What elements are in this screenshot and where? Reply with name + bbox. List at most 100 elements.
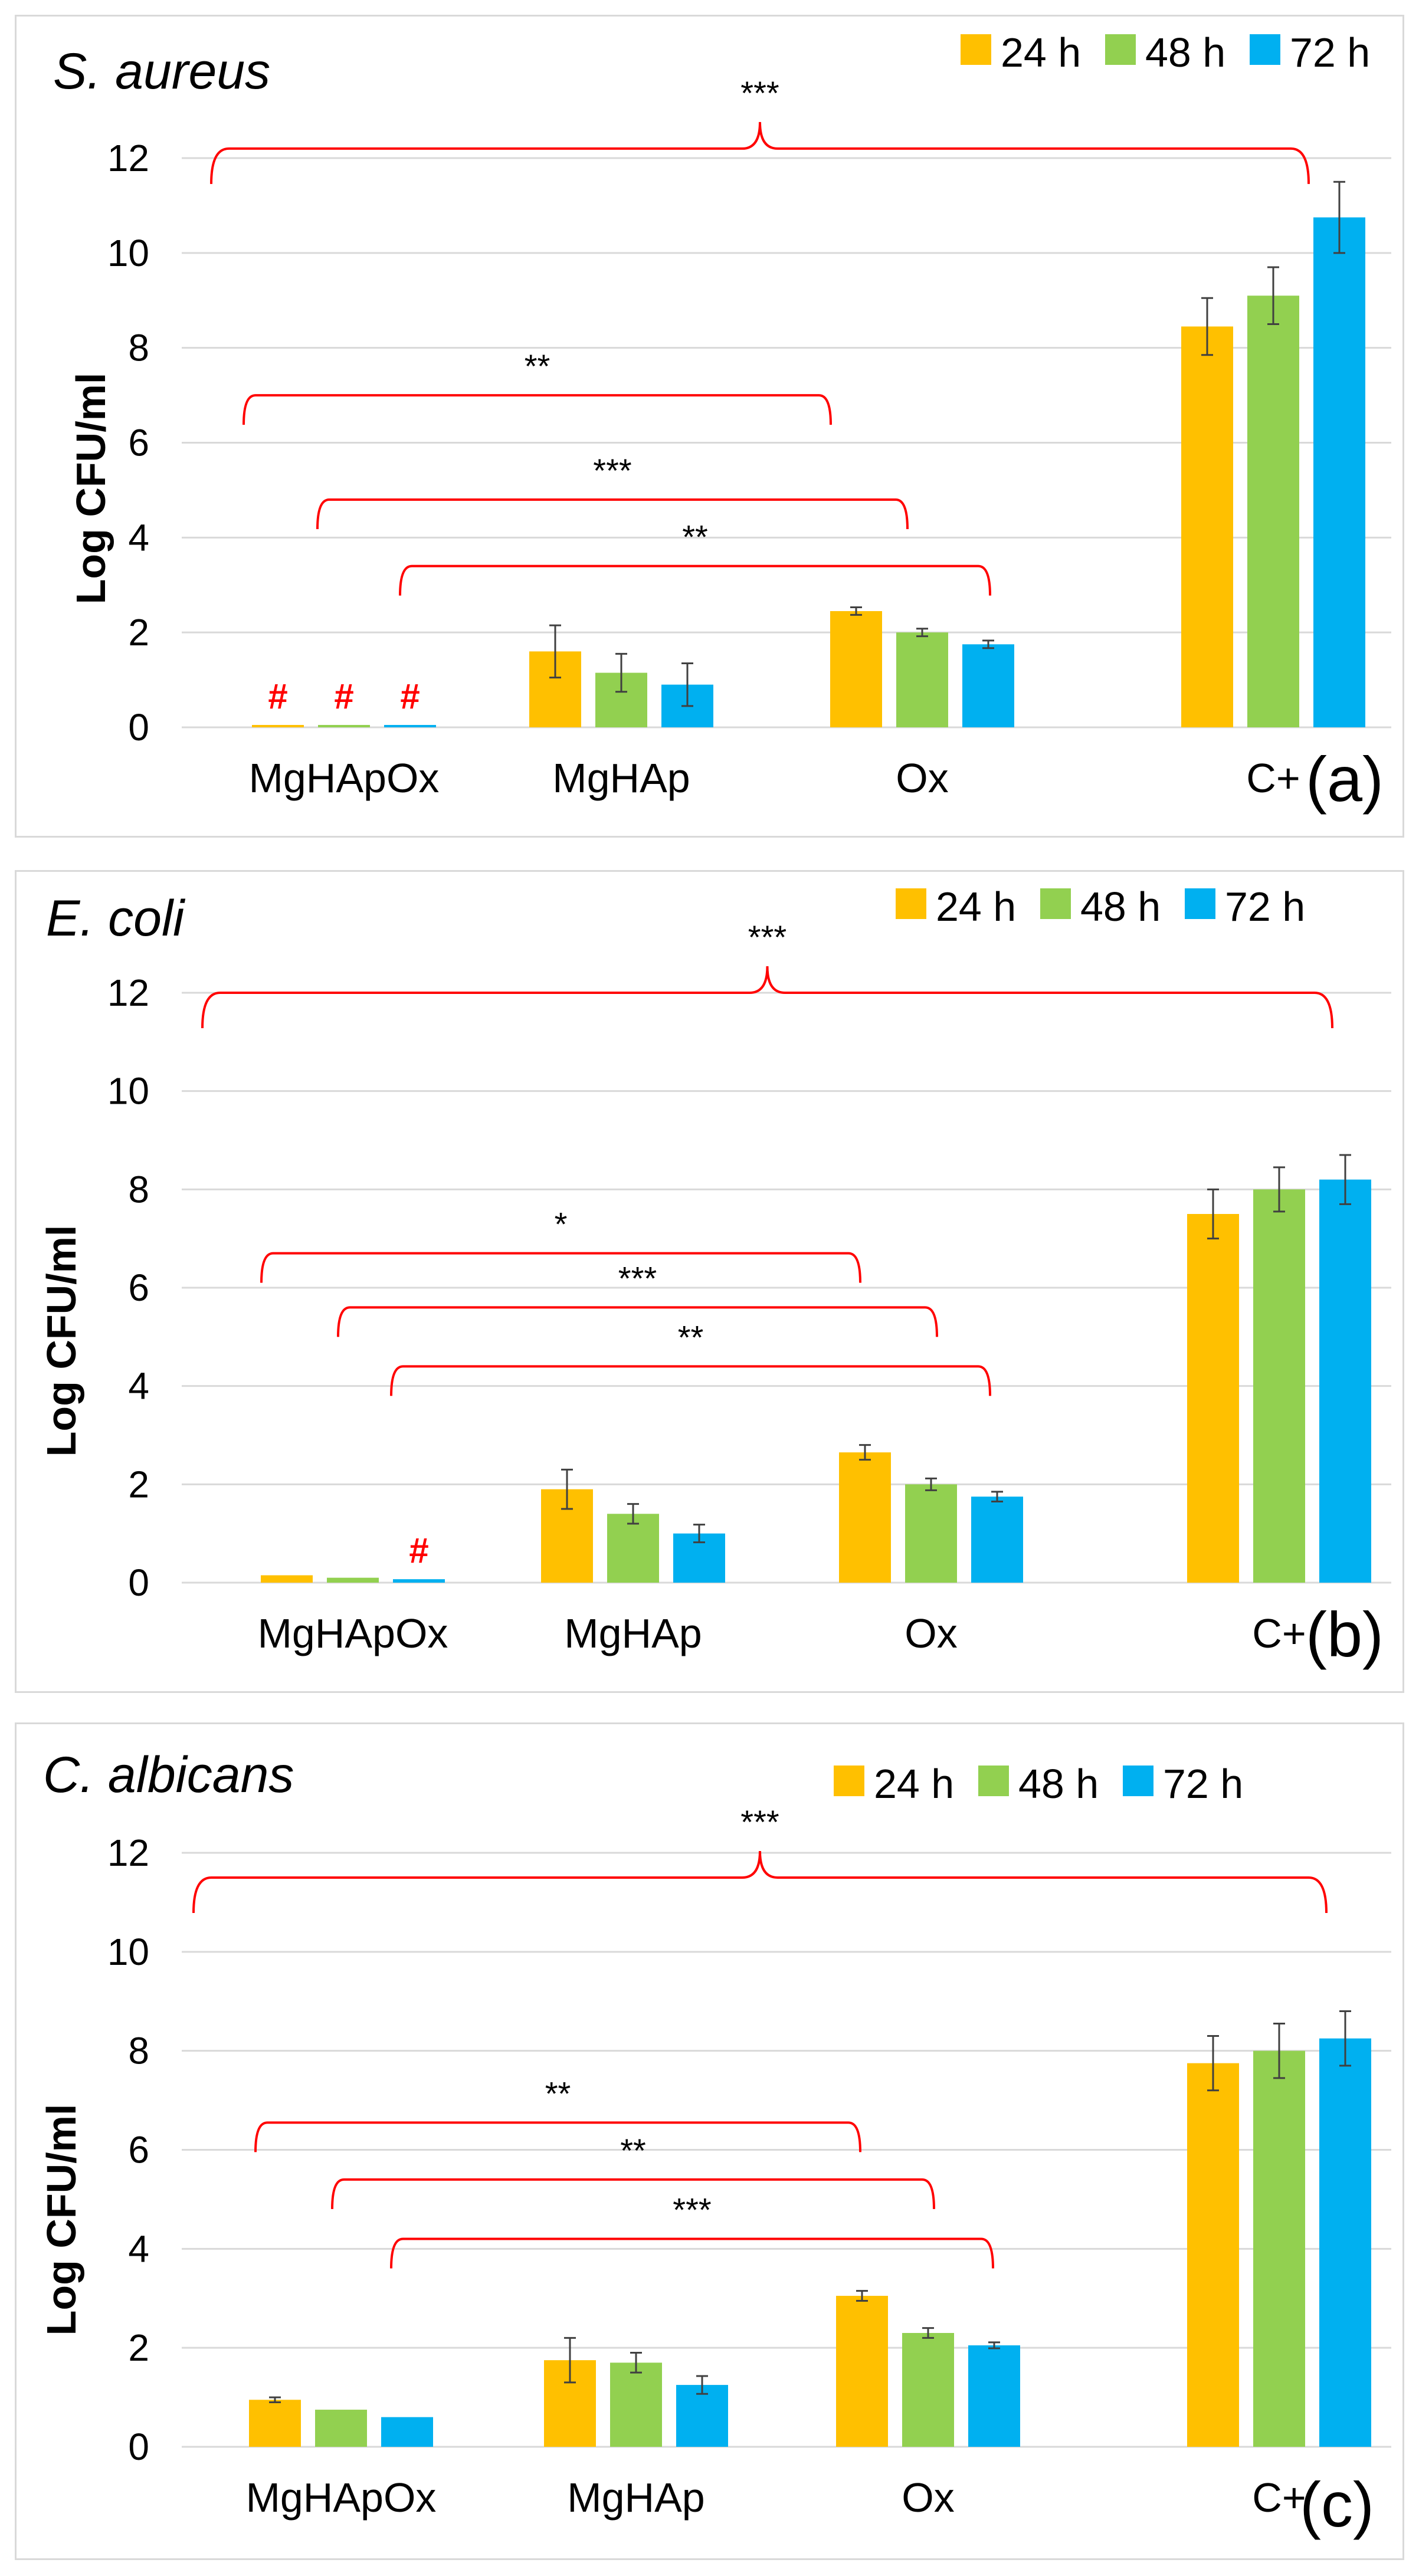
error-bar	[564, 2337, 576, 2384]
legend-label-24h: 24 h	[1001, 29, 1081, 76]
bar-24h-C+	[1187, 2063, 1239, 2447]
hash-mark: #	[409, 1531, 428, 1570]
hash-mark: #	[400, 677, 420, 716]
legend-label-72h: 72 h	[1290, 29, 1370, 76]
error-bar	[269, 2396, 281, 2403]
bar-72h-MgHApOx	[393, 1579, 445, 1583]
panel-label: (b)	[1306, 1599, 1384, 1670]
error-bar	[693, 1524, 705, 1544]
bar-48h-Ox	[902, 2332, 954, 2447]
y-tick-label: 12	[107, 137, 149, 179]
error-bar	[856, 2290, 868, 2302]
x-category-label: MgHAp	[564, 1610, 702, 1656]
bar-72h-C+	[1319, 2038, 1371, 2447]
y-axis-label: Log CFU/ml	[38, 1225, 84, 1457]
panel-label: (c)	[1300, 2469, 1374, 2540]
bar-72h-MgHAp	[676, 2385, 728, 2447]
error-bar	[681, 662, 693, 707]
x-category-label: C+	[1246, 755, 1300, 801]
significance-label: **	[682, 519, 708, 556]
y-tick-label: 12	[107, 1832, 149, 1874]
x-category-label: MgHApOx	[249, 755, 440, 801]
error-bar	[1201, 297, 1213, 356]
significance-brace	[192, 1850, 1328, 1913]
panel-label: (a)	[1306, 743, 1384, 815]
significance-brace	[337, 1306, 938, 1337]
error-bar	[696, 2375, 708, 2395]
chart-panel-a: S. aureus (a) 24 h 48 h 72 h Log CFU/ml …	[15, 15, 1404, 838]
bar-48h-C+	[1253, 1189, 1305, 1583]
error-bar	[1339, 1154, 1351, 1205]
hash-mark: #	[268, 677, 287, 716]
y-tick-label: 4	[128, 1365, 149, 1407]
y-tick-label: 12	[107, 972, 149, 1014]
chart-title: C. albicans	[43, 1747, 294, 1803]
legend-label-48h: 48 h	[1145, 29, 1225, 76]
y-tick-label: 10	[107, 1931, 149, 1973]
x-category-labels: MgHApOx MgHAp Ox C+	[249, 755, 1300, 801]
y-tick-label: 0	[128, 706, 149, 749]
legend-swatch-72h	[1123, 1766, 1153, 1796]
legend: 24 h 48 h 72 h	[896, 884, 1305, 930]
chart-svg-a: S. aureus (a) 24 h 48 h 72 h Log CFU/ml …	[53, 29, 1391, 815]
significance-label: ***	[593, 452, 631, 489]
x-category-label: Ox	[896, 755, 948, 801]
bar-48h-MgHApOx	[318, 724, 370, 727]
bar-24h-Ox	[830, 611, 882, 727]
y-tick-label: 4	[128, 516, 149, 559]
chart-svg-c: C. albicans (c) 24 h 48 h 72 h Log CFU/m…	[38, 1747, 1391, 2540]
y-tick-label: 2	[128, 1463, 149, 1505]
error-bar	[988, 2341, 1000, 2349]
legend-label-24h: 24 h	[874, 1761, 954, 1807]
significance-brace	[390, 1365, 991, 1396]
bar-48h-MgHAp	[607, 1514, 659, 1583]
error-bar	[925, 1477, 937, 1491]
error-bar	[916, 628, 928, 638]
legend-swatch-24h	[834, 1766, 864, 1796]
bars	[249, 2010, 1371, 2447]
x-category-label: MgHApOx	[246, 2475, 437, 2521]
y-tick-label: 2	[128, 2326, 149, 2369]
error-bar	[1273, 1166, 1285, 1213]
bar-72h-MgHApOx	[384, 724, 436, 727]
legend-swatch-72h	[1250, 34, 1280, 65]
bar-24h-MgHApOx	[249, 2400, 301, 2447]
legend: 24 h 48 h 72 h	[961, 29, 1370, 76]
error-bar	[859, 1444, 871, 1461]
y-tick-label: 10	[107, 232, 149, 274]
significance-label: ***	[673, 2191, 711, 2229]
gridlines	[182, 157, 1391, 729]
error-bar	[549, 624, 561, 679]
significance-label: ***	[740, 74, 779, 111]
bars	[252, 181, 1365, 727]
legend-swatch-24h	[896, 888, 926, 919]
significance-label: *	[555, 1206, 568, 1243]
y-tick-label: 6	[128, 422, 149, 464]
error-bar	[1273, 2023, 1285, 2079]
y-tick-label: 10	[107, 1070, 149, 1113]
x-category-label: Ox	[902, 2475, 954, 2521]
legend-swatch-24h	[961, 34, 991, 65]
y-tick-labels: 0 2 4 6 8 10 12	[107, 1832, 149, 2468]
error-bar	[982, 639, 994, 649]
bar-24h-MgHApOx	[252, 724, 304, 727]
legend-label-48h: 48 h	[1080, 884, 1161, 930]
bar-72h-Ox	[971, 1497, 1023, 1583]
y-tick-label: 0	[128, 1561, 149, 1604]
bar-24h-MgHApOx	[261, 1575, 313, 1583]
error-bar	[615, 652, 627, 693]
bar-48h-MgHAp	[610, 2362, 662, 2447]
x-category-label: Ox	[905, 1610, 957, 1656]
y-tick-label: 6	[128, 2129, 149, 2171]
significance-brackets: *** * *** **	[201, 918, 1333, 1396]
y-tick-label: 8	[128, 2030, 149, 2072]
bar-72h-Ox	[962, 644, 1014, 727]
significance-brace	[201, 966, 1333, 1029]
y-tick-label: 4	[128, 2227, 149, 2270]
bar-24h-C+	[1187, 1214, 1239, 1583]
significance-brace	[399, 565, 991, 596]
chart-panel-c: C. albicans (c) 24 h 48 h 72 h Log CFU/m…	[15, 1722, 1404, 2560]
significance-brace	[254, 2121, 861, 2152]
legend: 24 h 48 h 72 h	[834, 1761, 1243, 1807]
y-tick-labels: 0 2 4 6 8 10 12	[107, 137, 149, 749]
